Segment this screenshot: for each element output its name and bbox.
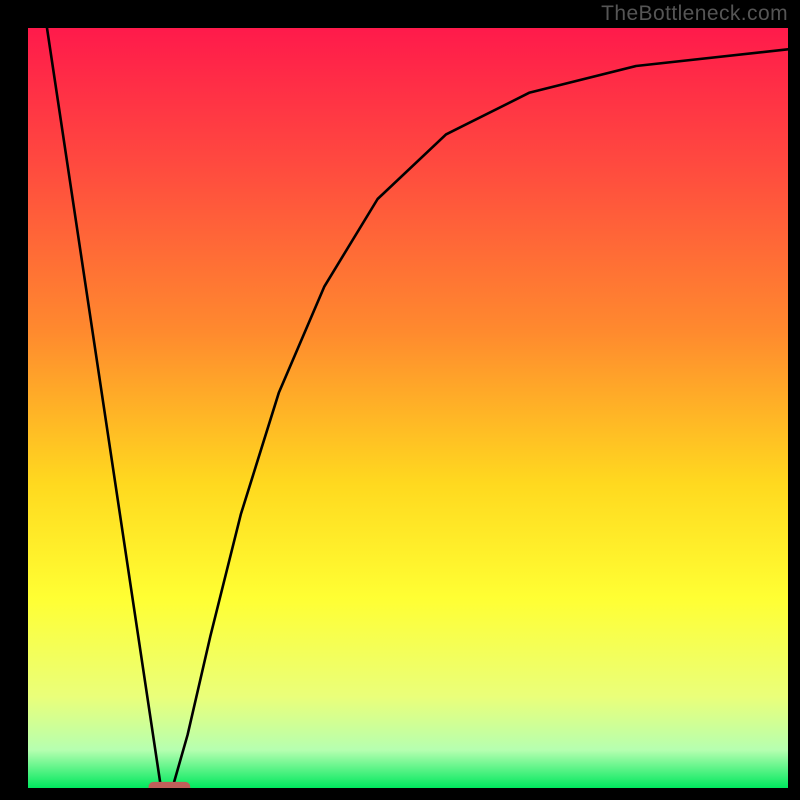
plot-area bbox=[28, 28, 788, 788]
minimum-marker bbox=[148, 782, 190, 788]
heatmap-background bbox=[28, 28, 788, 788]
chart-root: TheBottleneck.com bbox=[0, 0, 800, 800]
watermark-text: TheBottleneck.com bbox=[601, 2, 788, 26]
